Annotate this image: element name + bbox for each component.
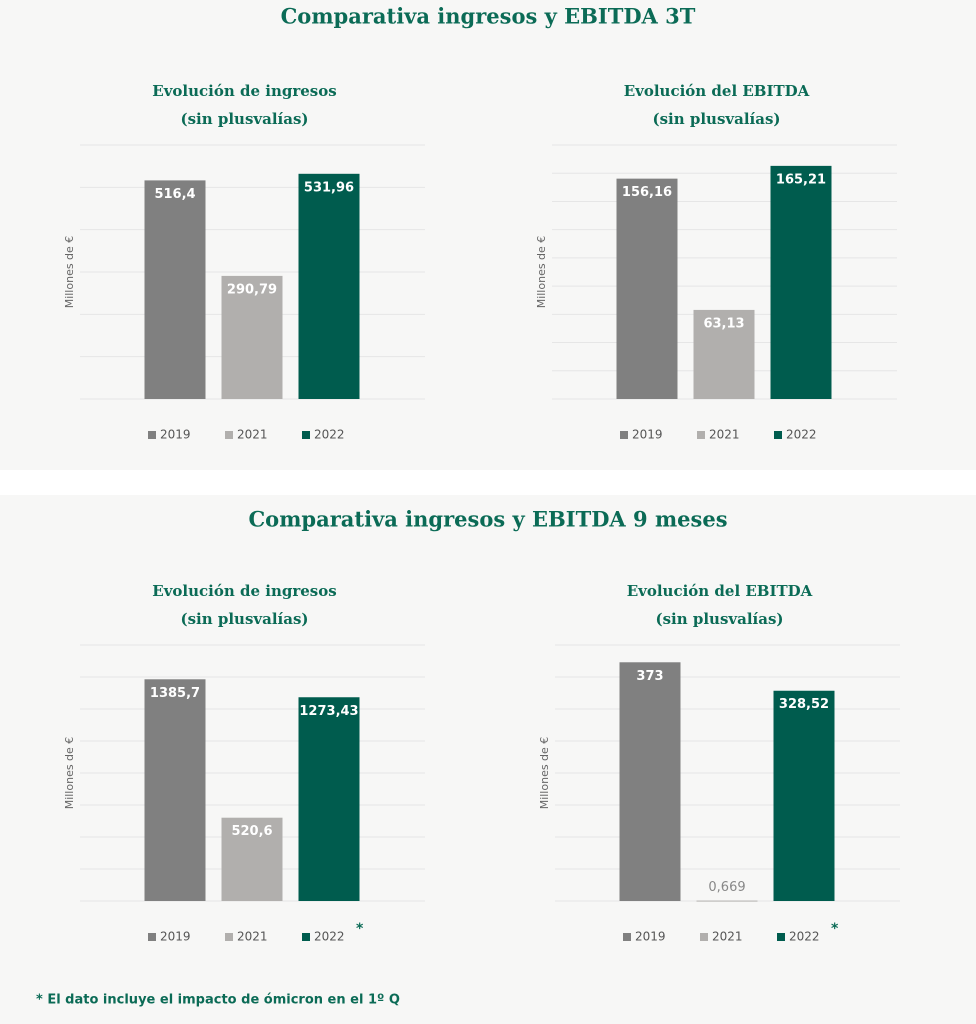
bar <box>298 173 360 399</box>
value-label: 156,16 <box>622 185 672 200</box>
legend-swatch <box>700 933 708 941</box>
bar <box>298 697 360 901</box>
value-label: 1385,7 <box>150 686 200 701</box>
legend-label: 2019 <box>632 428 663 442</box>
y-axis-label: Millones de € <box>535 236 548 309</box>
legend-note: * <box>356 921 364 937</box>
bar <box>696 900 758 902</box>
bar <box>144 180 206 399</box>
legend-swatch <box>148 933 156 941</box>
legend-label: 2019 <box>635 930 666 944</box>
legend-label: 2021 <box>712 930 743 944</box>
legend-note: * <box>831 921 839 937</box>
value-label: 516,4 <box>154 187 195 202</box>
bar <box>144 679 206 901</box>
legend-label: 2021 <box>709 428 740 442</box>
legend-swatch <box>777 933 785 941</box>
legend-swatch <box>623 933 631 941</box>
chart-title: Evolución de ingresos <box>152 82 336 100</box>
value-label: 290,79 <box>227 282 277 297</box>
chart-subtitle: (sin plusvalías) <box>181 110 309 128</box>
legend-swatch <box>148 431 156 439</box>
legend-label: 2021 <box>237 428 268 442</box>
bar <box>221 275 283 399</box>
chart-title: Evolución del EBITDA <box>627 582 813 600</box>
legend-label: 2022 <box>789 930 820 944</box>
legend-swatch <box>774 431 782 439</box>
value-label: 328,52 <box>779 697 829 712</box>
value-label: 0,669 <box>708 880 745 895</box>
value-label: 63,13 <box>703 316 744 331</box>
chart-title: Evolución del EBITDA <box>624 82 810 100</box>
chart-title: Evolución de ingresos <box>152 582 336 600</box>
y-axis-label: Millones de € <box>538 737 551 810</box>
value-label: 165,21 <box>776 172 826 187</box>
legend-swatch <box>620 431 628 439</box>
bar <box>770 165 832 399</box>
legend-label: 2019 <box>160 428 191 442</box>
y-axis-label: Millones de € <box>63 236 76 309</box>
section-title: Comparativa ingresos y EBITDA 3T <box>281 4 696 29</box>
chart-subtitle: (sin plusvalías) <box>656 610 784 628</box>
bar <box>616 178 678 399</box>
bar <box>619 662 681 901</box>
legend-label: 2021 <box>237 930 268 944</box>
chart-subtitle: (sin plusvalías) <box>181 610 309 628</box>
legend-swatch <box>225 933 233 941</box>
legend-swatch <box>302 933 310 941</box>
value-label: 531,96 <box>304 180 354 195</box>
bar <box>693 309 755 399</box>
value-label: 373 <box>636 669 663 684</box>
bar <box>773 690 835 901</box>
y-axis-label: Millones de € <box>63 737 76 810</box>
legend-swatch <box>697 431 705 439</box>
section-title: Comparativa ingresos y EBITDA 9 meses <box>248 507 727 532</box>
legend-label: 2019 <box>160 930 191 944</box>
legend-label: 2022 <box>786 428 817 442</box>
chart-subtitle: (sin plusvalías) <box>653 110 781 128</box>
legend-label: 2022 <box>314 930 345 944</box>
legend-swatch <box>302 431 310 439</box>
legend-label: 2022 <box>314 428 345 442</box>
value-label: 520,6 <box>231 824 272 839</box>
value-label: 1273,43 <box>299 704 358 719</box>
footnote: * El dato incluye el impacto de ómicron … <box>36 993 400 1008</box>
bar <box>221 817 283 901</box>
legend-swatch <box>225 431 233 439</box>
